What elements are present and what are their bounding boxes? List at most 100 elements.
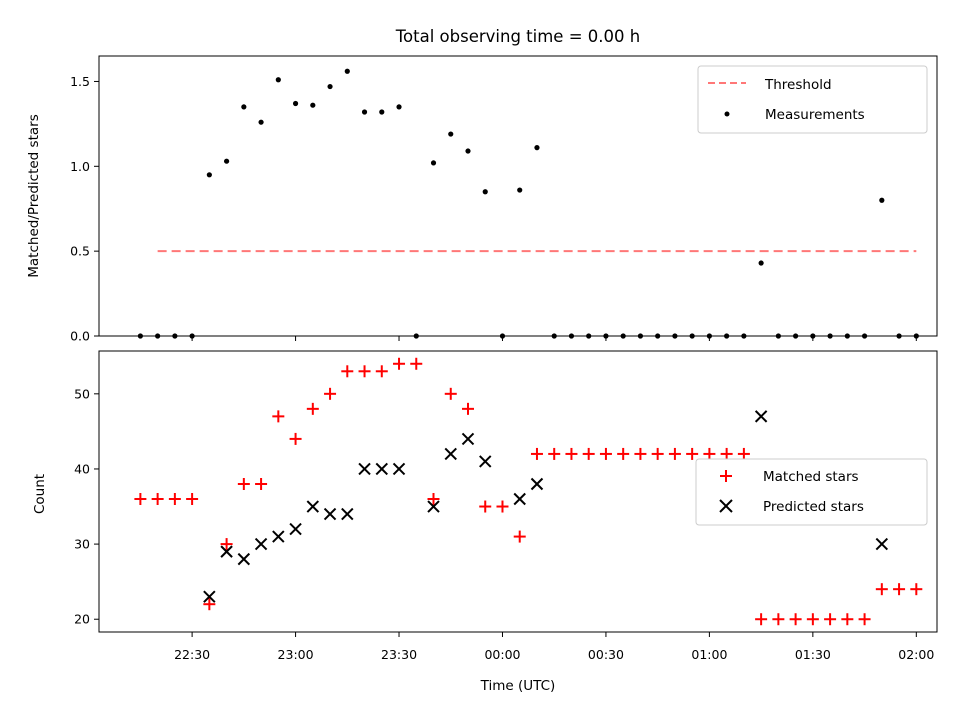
- top-plot-area: [137, 68, 919, 339]
- matched-star-point: [824, 613, 837, 626]
- measurement-point: [361, 109, 368, 115]
- predicted-star-point: [875, 537, 889, 551]
- predicted-star-point: [237, 552, 251, 566]
- chart-title: Total observing time = 0.00 h: [395, 27, 640, 46]
- predicted-star-point: [306, 500, 320, 513]
- matched-star-point: [461, 402, 474, 415]
- matched-star-point: [617, 447, 630, 460]
- matched-star-point: [393, 357, 406, 370]
- measurement-point: [223, 158, 230, 164]
- matched-star-point: [444, 387, 457, 400]
- measurement-point: [758, 260, 764, 266]
- bottom-x-tick-label: 01:00: [691, 647, 727, 662]
- top-y-tick-label: 1.5: [70, 74, 90, 89]
- matched-star-point: [255, 477, 268, 490]
- predicted-star-point: [427, 500, 440, 513]
- predicted-star-point: [444, 447, 457, 461]
- matched-star-point: [186, 493, 199, 506]
- matched-star-point: [703, 447, 716, 460]
- measurement-point: [534, 145, 540, 151]
- bottom-x-axis: 22:30 23:00 23:30 00:00 00:30 01:00 01:30 02:00: [174, 632, 934, 662]
- predicted-legend-label: Predicted stars: [763, 499, 864, 515]
- matched-star-point: [151, 493, 164, 506]
- measurement-point: [206, 172, 212, 178]
- predicted-star-point: [461, 432, 475, 446]
- top-y-axis: 0.0 0.5 1.0 1.5: [70, 74, 99, 344]
- matched-star-point: [496, 500, 509, 513]
- bottom-y-axis-label: Count: [32, 474, 48, 514]
- matched-star-point: [893, 583, 906, 596]
- matched-star-point: [634, 447, 647, 460]
- bottom-y-tick-label: 30: [74, 537, 90, 552]
- predicted-star-point: [513, 492, 526, 506]
- predicted-star-point: [323, 507, 337, 521]
- measurement-point: [517, 187, 523, 193]
- matched-legend-swatch: [720, 470, 732, 482]
- predicted-star-point: [479, 455, 492, 468]
- predicted-legend-swatch: [719, 499, 733, 513]
- top-y-tick-label: 0.5: [70, 244, 90, 259]
- measurement-point: [879, 197, 885, 203]
- matched-star-point: [582, 447, 595, 460]
- measurement-point: [430, 160, 437, 166]
- matched-star-point: [530, 447, 543, 460]
- top-axes-frame: [98, 55, 938, 337]
- matched-star-point: [599, 447, 612, 460]
- matched-star-point: [479, 500, 492, 513]
- measurement-point: [465, 148, 471, 154]
- top-x-axis: [191, 336, 917, 341]
- predicted-star-point: [392, 462, 406, 476]
- matched-star-point: [513, 530, 526, 543]
- matched-star-point: [875, 583, 888, 596]
- bottom-panel: 20 30 40 50 22:30 23:00 23:30 00:00 00:30 01:00 0…: [32, 350, 938, 694]
- bottom-x-tick-label: 23:00: [278, 647, 314, 662]
- matched-star-point: [341, 365, 354, 378]
- matched-star-point: [237, 477, 250, 490]
- matched-star-point: [565, 447, 578, 460]
- measurements-legend-swatch: [724, 111, 730, 117]
- top-y-axis-label: Matched/Predicted stars: [26, 114, 42, 277]
- matched-star-point: [168, 493, 181, 506]
- bottom-plot-area: [134, 357, 923, 626]
- measurement-point: [396, 104, 402, 110]
- measurement-point: [327, 83, 333, 90]
- measurement-point: [258, 119, 264, 125]
- measurements-legend-label: Measurements: [765, 107, 865, 123]
- matched-star-point: [841, 613, 854, 626]
- top-panel: 0.0 0.5 1.0 1.5 Matched/Predicted stars Thr…: [26, 55, 938, 344]
- matched-star-point: [737, 447, 750, 460]
- matched-star-point: [358, 365, 371, 378]
- matched-star-point: [720, 447, 733, 460]
- matched-star-point: [306, 402, 319, 415]
- matched-star-point: [789, 613, 802, 626]
- predicted-star-point: [358, 462, 371, 476]
- matched-star-point: [427, 493, 440, 506]
- matched-star-point: [134, 493, 147, 506]
- bottom-x-tick-label: 00:30: [588, 647, 624, 662]
- measurement-point: [241, 104, 247, 110]
- predicted-star-point: [220, 545, 233, 558]
- predicted-star-point: [254, 537, 268, 551]
- measurement-point: [379, 109, 385, 115]
- bottom-y-tick-label: 20: [74, 612, 90, 627]
- bottom-legend-box: [695, 458, 928, 526]
- matched-star-point: [910, 583, 923, 596]
- predicted-star-point: [272, 530, 285, 543]
- bottom-x-tick-label: 01:30: [795, 647, 831, 662]
- bottom-x-tick-label: 23:30: [381, 647, 417, 662]
- measurement-point: [310, 102, 316, 108]
- matched-star-point: [806, 613, 819, 626]
- measurement-point: [448, 131, 454, 137]
- matched-star-point: [668, 447, 681, 460]
- matched-star-point: [324, 387, 337, 400]
- predicted-star-point: [289, 522, 302, 536]
- matched-star-point: [289, 432, 302, 445]
- bottom-x-axis-label: Time (UTC): [480, 678, 556, 694]
- bottom-axes-frame: [98, 350, 938, 633]
- matched-star-point: [375, 365, 388, 378]
- threshold-legend-label: Threshold: [764, 77, 832, 93]
- measurement-point: [275, 77, 281, 83]
- measurement-point: [292, 100, 299, 107]
- matched-legend-label: Matched stars: [763, 469, 859, 485]
